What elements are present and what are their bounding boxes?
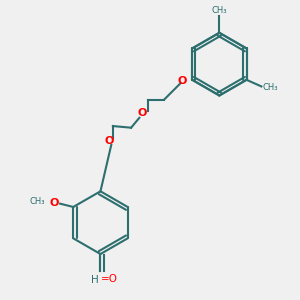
Text: CH₃: CH₃: [262, 82, 278, 91]
Text: O: O: [138, 108, 147, 118]
Text: CH₃: CH₃: [212, 6, 227, 15]
Text: =O: =O: [101, 274, 118, 284]
Text: CH₃: CH₃: [30, 197, 45, 206]
Text: O: O: [49, 198, 58, 208]
Text: H: H: [91, 275, 99, 286]
Text: O: O: [105, 136, 114, 146]
Text: O: O: [178, 76, 187, 86]
